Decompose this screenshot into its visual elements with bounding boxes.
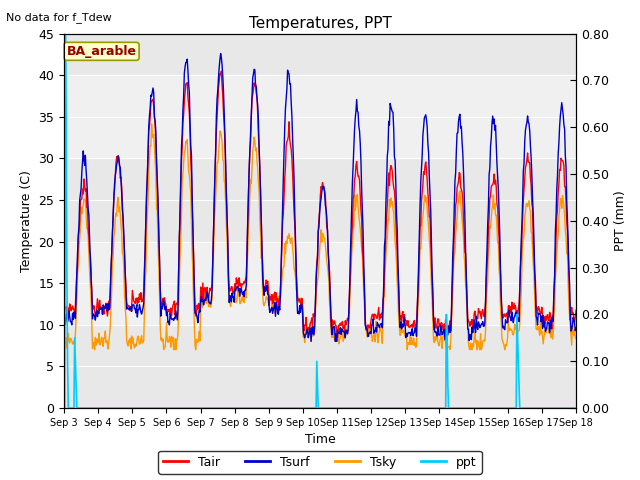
Bar xyxy=(64,75,576,158)
Y-axis label: PPT (mm): PPT (mm) xyxy=(614,191,627,251)
Bar xyxy=(64,241,576,325)
Y-axis label: Temperature (C): Temperature (C) xyxy=(20,170,33,272)
Bar xyxy=(64,34,576,75)
Bar xyxy=(64,158,576,241)
X-axis label: Time: Time xyxy=(305,433,335,446)
Text: BA_arable: BA_arable xyxy=(67,45,136,58)
Text: No data for f_Tdew: No data for f_Tdew xyxy=(6,12,112,23)
Title: Temperatures, PPT: Temperatures, PPT xyxy=(248,16,392,31)
Legend: Tair, Tsurf, Tsky, ppt: Tair, Tsurf, Tsky, ppt xyxy=(158,451,482,474)
Bar xyxy=(64,325,576,408)
